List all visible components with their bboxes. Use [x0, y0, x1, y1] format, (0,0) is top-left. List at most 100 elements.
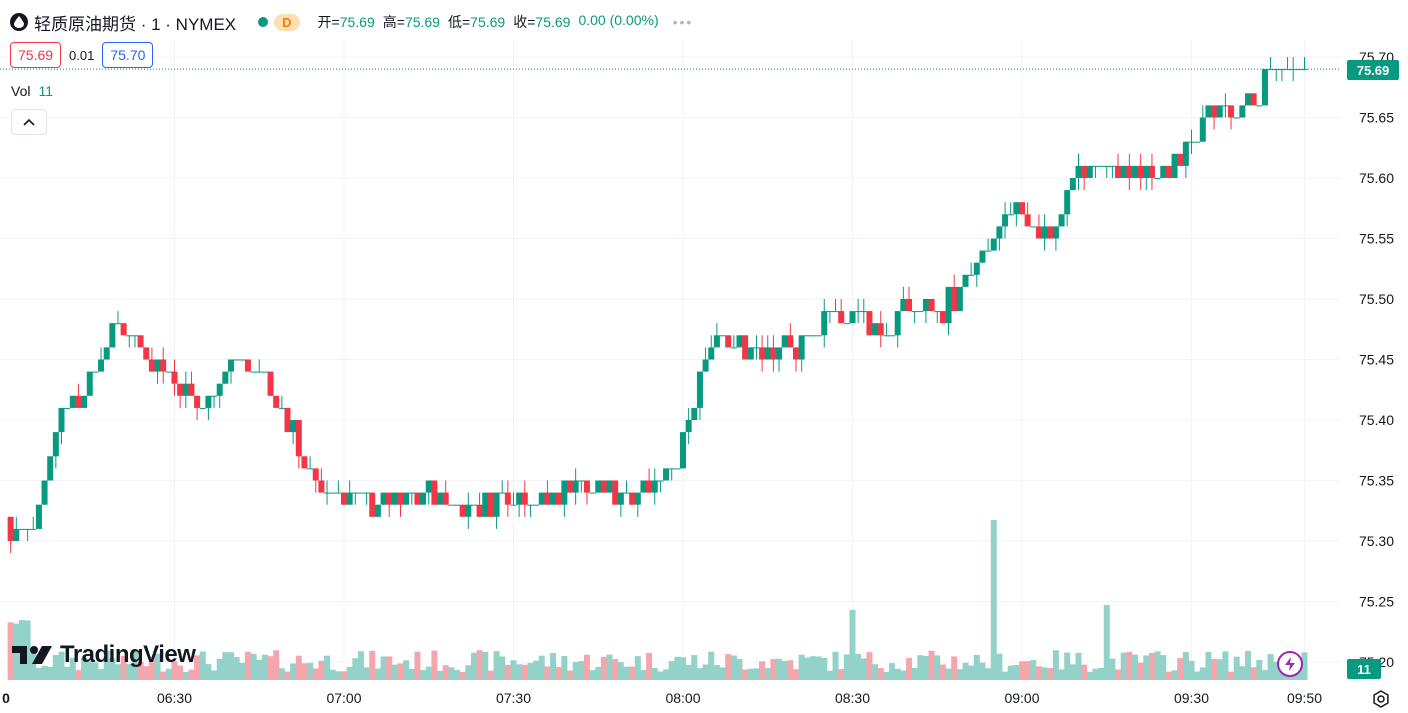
volume-bar — [160, 671, 167, 680]
candle-up — [115, 323, 121, 325]
volume-bar — [431, 650, 438, 680]
candle-up — [363, 492, 370, 494]
sell-price-button[interactable]: 75.69 — [10, 42, 62, 68]
lightning-icon[interactable] — [1277, 651, 1303, 677]
candle-down — [939, 311, 946, 324]
candle-up — [52, 432, 59, 457]
volume-bar — [120, 655, 127, 680]
candle-up — [685, 420, 692, 433]
volume-bar — [148, 656, 155, 680]
volume-bar — [131, 650, 138, 680]
candle-down — [1035, 226, 1042, 239]
candle-up — [1103, 165, 1110, 167]
candle-up — [849, 311, 856, 324]
volume-bar — [222, 652, 229, 680]
volume-bar — [713, 665, 720, 680]
volume-bar — [335, 671, 342, 680]
candle-up — [437, 492, 444, 505]
candle-down — [1177, 153, 1184, 166]
close-value: 75.69 — [535, 14, 571, 30]
quote-row: 75.69 0.01 75.70 — [10, 42, 154, 68]
volume-bar — [1194, 671, 1201, 680]
volume-bar — [1267, 654, 1274, 680]
x-tick-label: 08:30 — [835, 690, 870, 706]
volume-bar — [154, 653, 161, 680]
candle-up — [165, 371, 172, 373]
volume-bar — [30, 650, 37, 680]
high-value: 75.69 — [404, 14, 440, 30]
candle-up — [860, 311, 867, 313]
candle-up — [290, 420, 297, 433]
candle-up — [425, 480, 432, 493]
volume-bar — [454, 669, 460, 680]
candle-down — [148, 359, 155, 372]
x-tick-label: 07:30 — [496, 690, 531, 706]
volume-bar — [391, 664, 398, 680]
volume-bar — [939, 664, 946, 680]
buy-price-button[interactable]: 75.70 — [102, 42, 154, 68]
volume-bar — [1109, 658, 1116, 680]
volume-bar — [211, 670, 218, 680]
volume-bar — [199, 651, 206, 680]
candle-down — [442, 492, 449, 505]
candle-up — [832, 311, 839, 313]
market-status[interactable]: D — [252, 12, 300, 32]
volume-bar — [244, 651, 251, 680]
candle-up — [329, 492, 336, 494]
volume-bar — [657, 671, 664, 680]
symbol-title[interactable]: 轻质原油期货 · 1 · NYMEX — [34, 14, 237, 34]
volume-value: 11 — [38, 83, 54, 99]
candle-down — [341, 492, 347, 505]
volume-bar — [239, 662, 246, 680]
volume-bar — [1137, 662, 1144, 680]
candle-up — [154, 359, 161, 372]
volume-bar — [374, 668, 381, 680]
more-menu-button[interactable]: ••• — [672, 14, 694, 30]
volume-bar — [24, 620, 31, 680]
volume-bar — [1199, 667, 1206, 680]
volume-bar — [69, 657, 76, 680]
logo-text: TradingView — [60, 641, 196, 668]
candle-down — [838, 311, 845, 324]
collapse-legend-button[interactable] — [11, 109, 47, 135]
volume-bar — [1019, 661, 1025, 680]
candle-up — [708, 347, 715, 360]
candle-down — [312, 468, 319, 481]
candle-up — [1064, 190, 1071, 215]
settings-icon[interactable] — [1370, 688, 1392, 710]
candle-up — [211, 395, 218, 397]
volume-bar — [804, 657, 811, 680]
high-label: 高= — [382, 14, 405, 30]
change-value: 0.00 (0.00%) — [578, 12, 659, 28]
candle-up — [973, 262, 980, 275]
volume-bar — [35, 667, 42, 680]
volume-bar — [216, 658, 223, 680]
candle-up — [1216, 105, 1223, 118]
candle-up — [1261, 69, 1268, 106]
volume-bar — [1239, 666, 1246, 680]
tradingview-logo[interactable]: TradingView — [12, 641, 196, 669]
candle-down — [143, 347, 150, 360]
candle-up — [250, 371, 257, 373]
volume-bar — [64, 666, 71, 680]
candle-up — [374, 504, 381, 517]
candle-down — [397, 492, 404, 505]
volume-bar — [1273, 661, 1280, 680]
tradingview-logo-icon — [12, 646, 52, 664]
volume-bar — [736, 658, 743, 680]
volume-bar — [414, 651, 421, 680]
candle-up — [1301, 69, 1308, 71]
volume-bar — [606, 654, 613, 680]
volume-bar — [747, 668, 754, 680]
volume-bar — [369, 650, 376, 680]
candle-down — [459, 504, 466, 517]
volume-bar — [341, 671, 347, 680]
candle-up — [1075, 165, 1082, 178]
candle-up — [753, 347, 760, 349]
volume-bar — [900, 670, 907, 680]
candle-up — [222, 371, 229, 384]
volume-bar — [849, 610, 856, 680]
candle-up — [1160, 165, 1167, 178]
volume-bar — [996, 653, 1003, 680]
